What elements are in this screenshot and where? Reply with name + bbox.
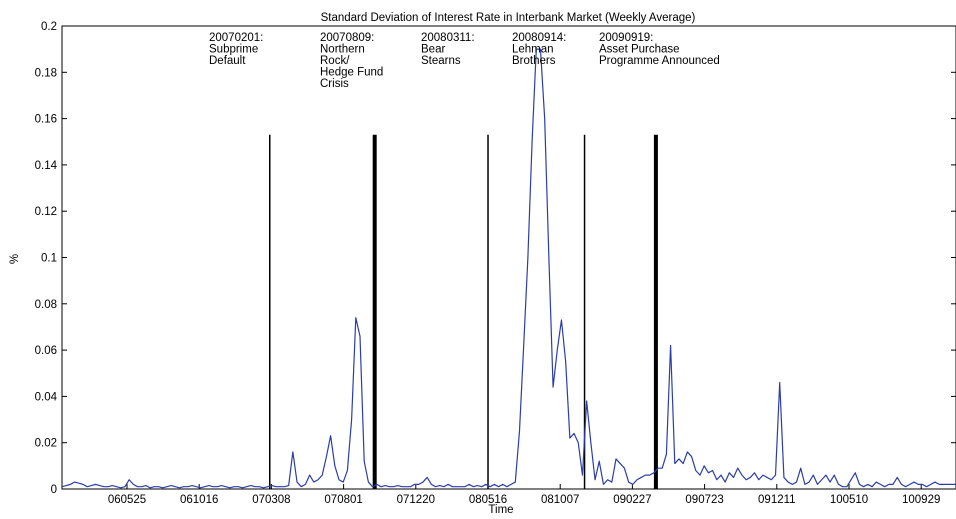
x-tick-label: 070308 xyxy=(252,494,290,506)
y-axis-label: % xyxy=(9,254,21,264)
series-line xyxy=(61,48,956,489)
x-tick-label: 091211 xyxy=(758,494,796,506)
event-markers xyxy=(269,134,658,489)
y-tick-label: 0.02 xyxy=(35,438,57,450)
chart-title: Standard Deviation of Interest Rate in I… xyxy=(321,12,696,24)
event-label: 20070809: Northern Rock/Hedge Fund Crisis xyxy=(320,32,383,90)
x-tick-label: 100510 xyxy=(830,494,868,506)
x-tick-label: 090227 xyxy=(613,494,651,506)
event-label: 20080311: Bear Stearns xyxy=(421,32,475,67)
x-tick-label: 071220 xyxy=(397,494,435,506)
x-tick-label: 081007 xyxy=(541,494,579,506)
y-tick-label: 0.08 xyxy=(35,299,57,311)
x-tick-label: 090723 xyxy=(685,494,723,506)
x-tick-label: 070801 xyxy=(324,494,362,506)
y-tick-label: 0.1 xyxy=(41,253,57,265)
x-tick-label: 080516 xyxy=(469,494,507,506)
y-tick-label: 0.18 xyxy=(35,67,57,79)
event-label: 20090919: Asset Purchase Programme Announc… xyxy=(599,32,720,67)
y-tick-label: 0.16 xyxy=(35,114,57,126)
y-tick-label: 0.06 xyxy=(35,345,57,357)
y-tick-label: 0.04 xyxy=(35,391,58,403)
event-label: 20080914: Lehman Brothers xyxy=(512,32,566,67)
x-axis-label: Time xyxy=(488,504,513,516)
x-tick-label: 100929 xyxy=(902,494,940,506)
event-labels: 20070201: Subprime Default 20070809: Norther… xyxy=(209,32,720,90)
x-tick-label: 060525 xyxy=(108,494,146,506)
x-tick-label: 061016 xyxy=(180,494,218,506)
y-tick-label: 0 xyxy=(51,484,57,496)
event-label: 20070201: Subprime Default xyxy=(209,32,263,67)
y-tick-label: 0.12 xyxy=(35,206,57,218)
series-layer xyxy=(61,48,956,489)
plot-area-frame xyxy=(61,25,956,490)
y-tick-label: 0.2 xyxy=(41,21,57,33)
y-tick-label: 0.14 xyxy=(35,160,58,172)
x-axis: 060525 061016 070308 070801 071220 080516 0810… xyxy=(108,484,940,506)
y-axis: 0 0.02 0.04 0.06 0.08 0.1 0.12 0.14 0.16 0.18 0.2 xyxy=(35,21,956,496)
